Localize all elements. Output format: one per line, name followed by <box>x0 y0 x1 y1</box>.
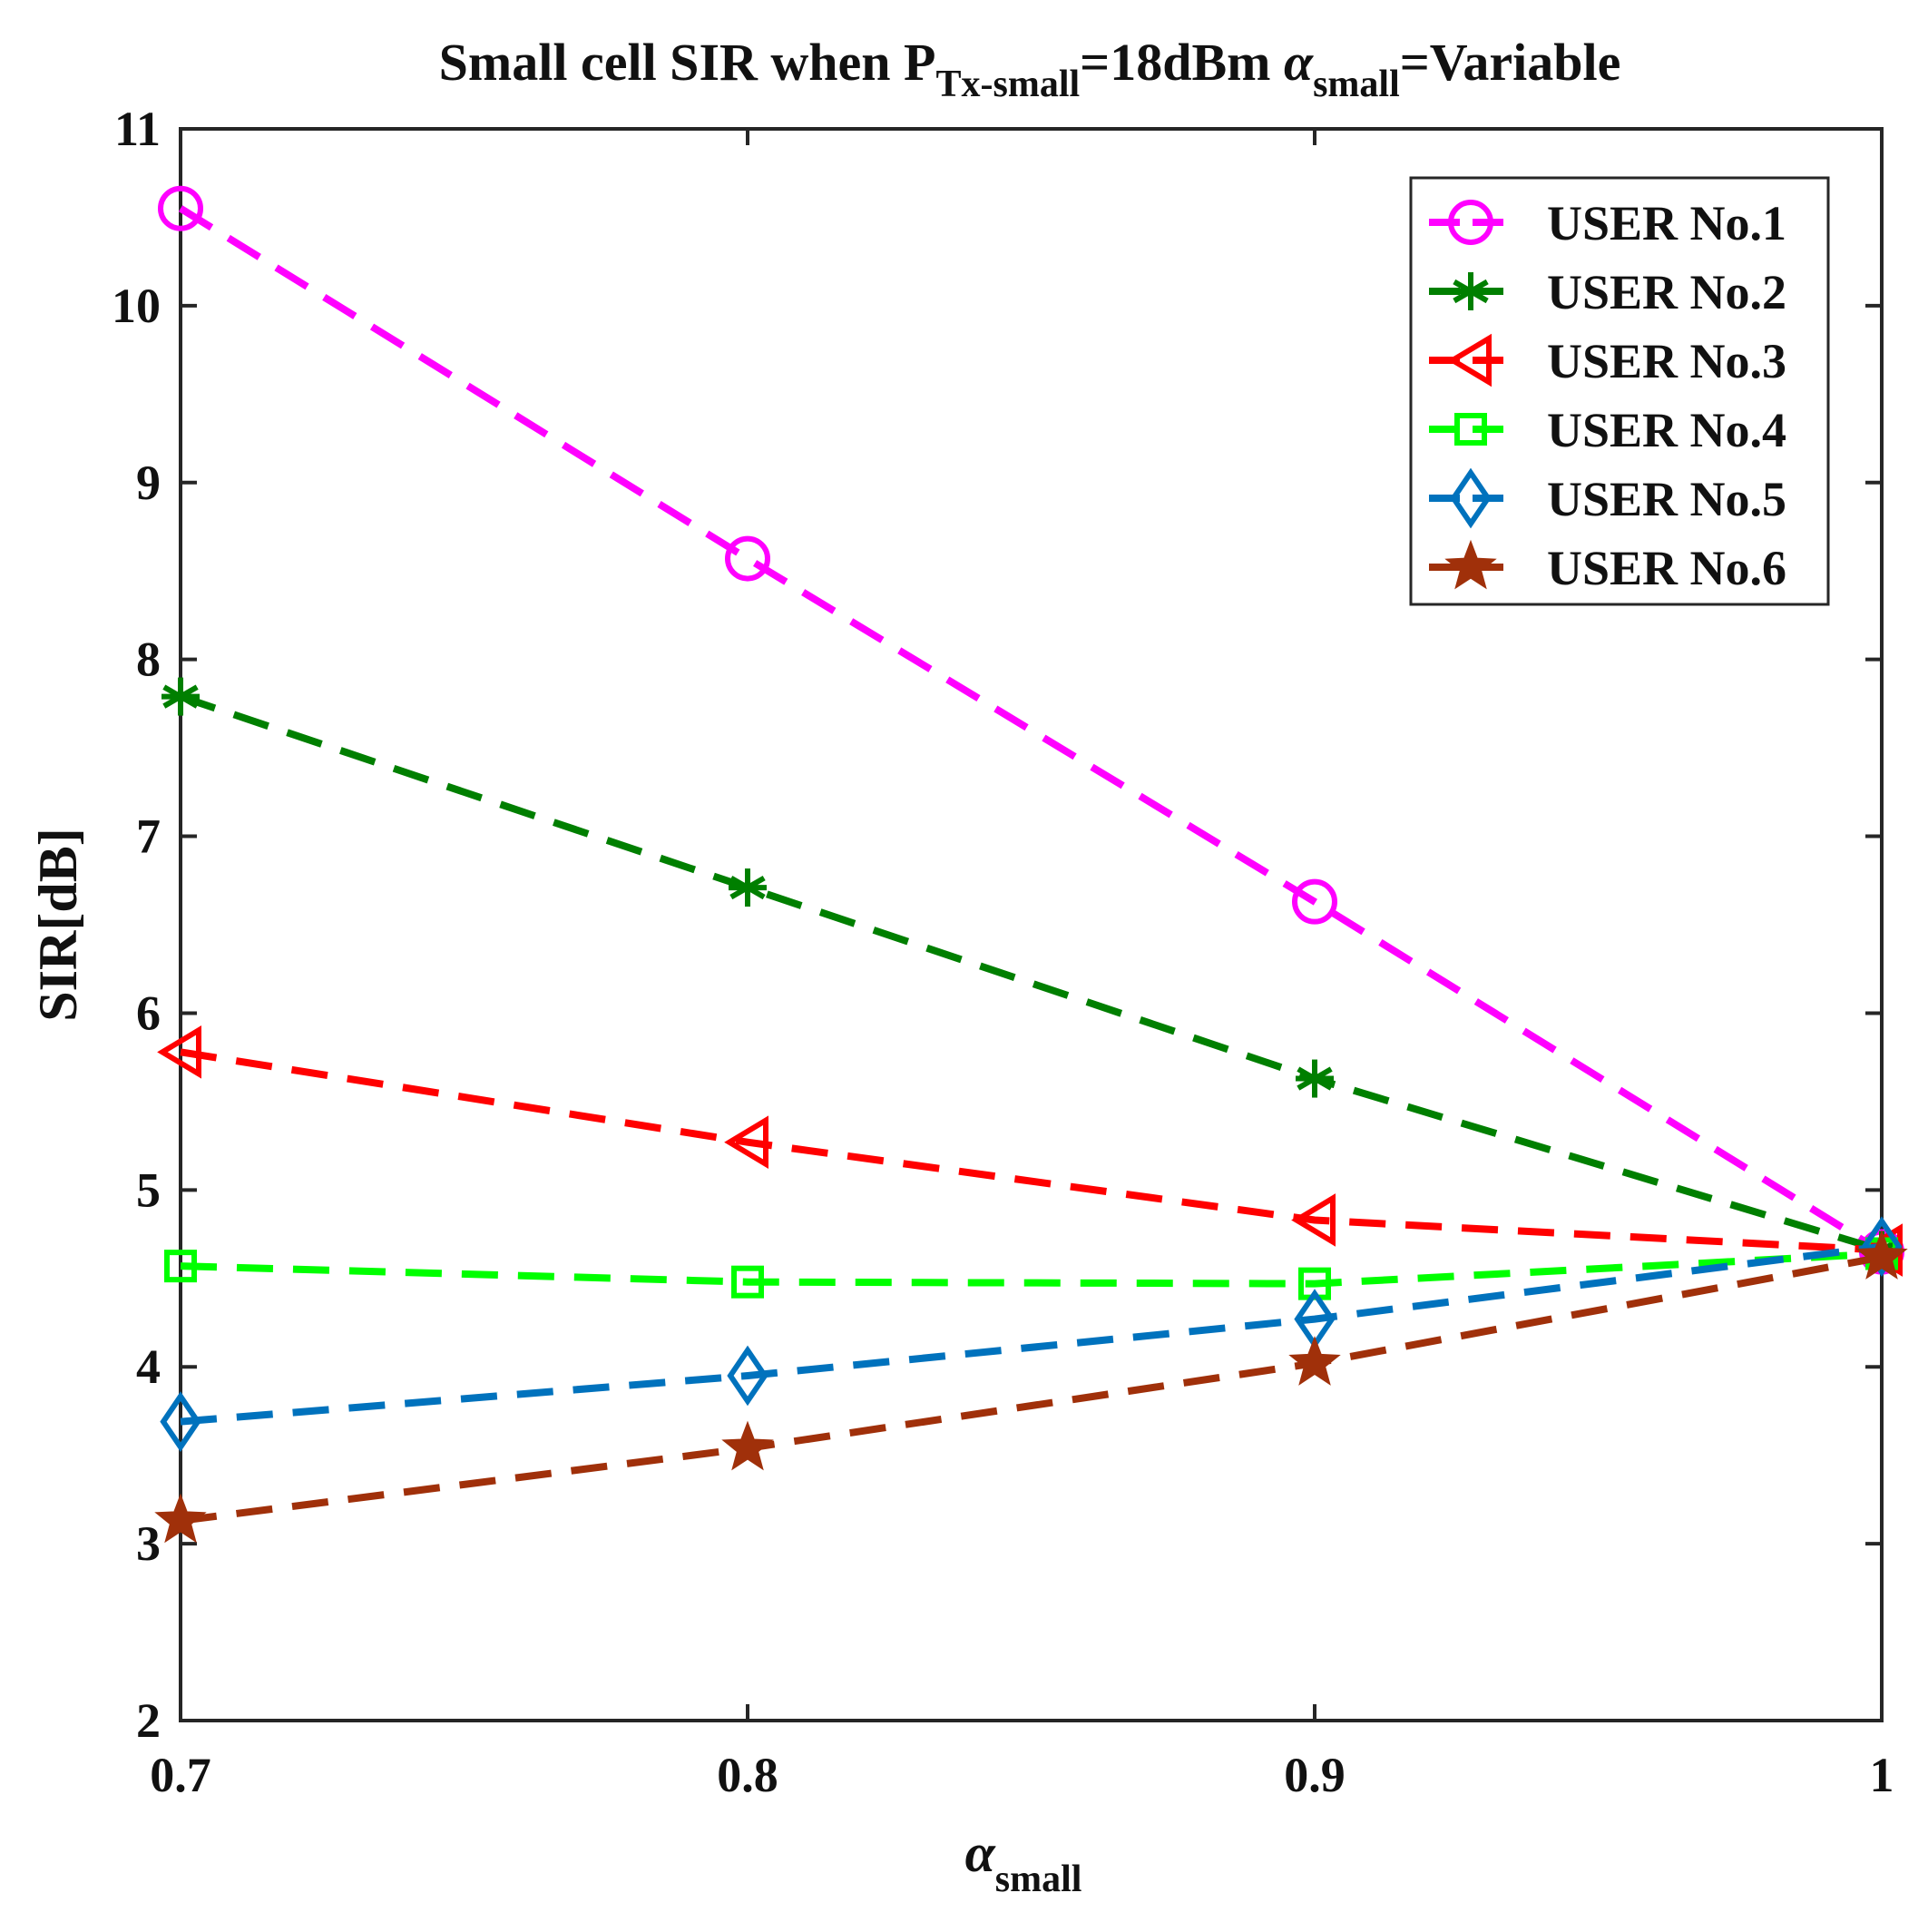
axes: 0.7 0.8 0.9 1 2 3 4 5 6 7 8 9 10 11 <box>112 102 1894 1802</box>
legend-entry: USER No.3 <box>1429 333 1786 388</box>
data-point-marker <box>1296 1059 1334 1098</box>
series-6 <box>154 1230 1908 1544</box>
x-axis-ticks: 0.7 0.8 0.9 1 <box>150 129 1894 1802</box>
data-point-marker <box>731 1265 764 1299</box>
legend-label: USER No.5 <box>1547 472 1786 526</box>
data-point-marker <box>725 535 770 582</box>
legend-label: USER No.1 <box>1547 196 1786 250</box>
data-point-marker <box>721 1420 774 1471</box>
data-point-marker <box>724 1115 768 1170</box>
x-tick-label: 1 <box>1870 1748 1894 1802</box>
y-tick-label: 11 <box>114 102 161 156</box>
data-point-marker <box>1855 1230 1908 1280</box>
y-tick-label: 10 <box>112 279 161 333</box>
y-axis-ticks: 2 3 4 5 6 7 8 9 10 11 <box>112 102 1882 1748</box>
series-line <box>180 1250 1883 1288</box>
legend-marker <box>1444 539 1497 590</box>
legend-entry: USER No.1 <box>1429 196 1786 250</box>
series-line <box>180 1242 1883 1426</box>
legend-entries: USER No.1 USER No.2 USER No.3 USER No.4 USER… <box>1429 196 1786 595</box>
legend-label: USER No.3 <box>1547 334 1786 388</box>
legend-entry: USER No.2 <box>1429 265 1786 319</box>
legend-entry: USER No.5 <box>1429 467 1786 529</box>
legend-marker <box>1452 272 1490 310</box>
y-axis-label: SIR[dB] <box>28 828 88 1021</box>
x-tick-label: 0.9 <box>1284 1748 1346 1802</box>
legend-label: USER No.6 <box>1547 541 1786 595</box>
legend-entry: USER No.6 <box>1429 539 1786 595</box>
y-tick-label: 6 <box>136 986 161 1040</box>
data-point-marker <box>1292 878 1337 925</box>
data-point-marker <box>154 1493 207 1544</box>
data-point-marker <box>729 868 767 907</box>
chart-title: Small cell SIR when PTx-small=18dBm αsma… <box>439 33 1621 105</box>
legend-marker <box>1447 333 1492 387</box>
series-line <box>180 1048 1883 1254</box>
data-point-marker <box>164 1250 197 1283</box>
y-tick-label: 9 <box>136 456 161 510</box>
legend-marker <box>1454 413 1487 446</box>
y-tick-label: 8 <box>136 633 161 687</box>
data-point-marker <box>161 677 200 716</box>
y-tick-label: 7 <box>136 809 161 864</box>
plot-frame <box>179 127 1884 1722</box>
series-line <box>179 692 1884 1254</box>
legend-label: USER No.4 <box>1547 403 1786 457</box>
legend-marker <box>1448 200 1493 245</box>
data-point-marker <box>160 1391 201 1452</box>
x-tick-label: 0.7 <box>150 1748 211 1802</box>
y-tick-label: 4 <box>136 1339 161 1394</box>
legend-marker <box>1450 467 1492 529</box>
data-point-marker <box>157 1025 201 1079</box>
series-layer <box>154 185 1908 1544</box>
y-tick-label: 3 <box>136 1516 161 1571</box>
series-line <box>180 1253 1883 1525</box>
data-point-marker <box>1861 1216 1903 1278</box>
legend-box <box>1409 176 1830 606</box>
data-point-marker <box>1291 1193 1336 1247</box>
x-tick-label: 0.8 <box>717 1748 778 1802</box>
data-point-marker <box>727 1345 768 1407</box>
y-tick-label: 2 <box>136 1693 161 1748</box>
data-point-marker <box>1288 1336 1341 1386</box>
legend: USER No.1 USER No.2 USER No.3 USER No.4 USER… <box>1409 176 1830 606</box>
data-point-marker <box>158 185 203 231</box>
y-tick-label: 5 <box>136 1162 161 1217</box>
legend-label: USER No.2 <box>1547 265 1786 319</box>
series-line <box>178 205 1884 1255</box>
legend-entry: USER No.4 <box>1429 403 1786 457</box>
x-axis-label: αsmall <box>965 1823 1082 1900</box>
